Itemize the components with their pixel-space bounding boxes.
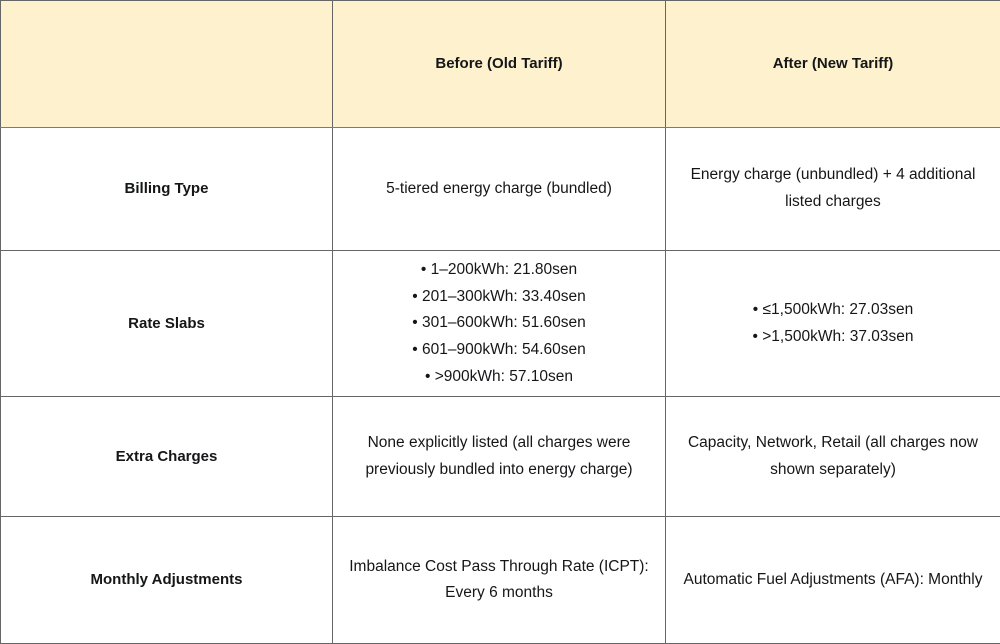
row-label-billing-type: Billing Type bbox=[1, 128, 333, 251]
header-cell-before: Before (Old Tariff) bbox=[333, 1, 666, 128]
row-label-extra-charges: Extra Charges bbox=[1, 397, 333, 517]
monthly-adjustments-after-cell: Automatic Fuel Adjustments (AFA): Monthl… bbox=[666, 517, 1000, 644]
table-row-billing-type: Billing Type 5-tiered energy charge (bun… bbox=[1, 128, 1000, 251]
header-cell-blank bbox=[1, 1, 333, 128]
rate-slabs-after-cell: • ≤1,500kWh: 27.03sen • >1,500kWh: 37.03… bbox=[666, 251, 1000, 397]
rate-slabs-after-list: • ≤1,500kWh: 27.03sen • >1,500kWh: 37.03… bbox=[680, 297, 986, 350]
extra-charges-after-cell: Capacity, Network, Retail (all charges n… bbox=[666, 397, 1000, 517]
monthly-adjustments-before-cell: Imbalance Cost Pass Through Rate (ICPT):… bbox=[333, 517, 666, 644]
list-item: • 1–200kWh: 21.80sen bbox=[347, 257, 651, 284]
billing-type-before-cell: 5-tiered energy charge (bundled) bbox=[333, 128, 666, 251]
header-row: Before (Old Tariff) After (New Tariff) bbox=[1, 1, 1000, 128]
list-item: • ≤1,500kWh: 27.03sen bbox=[680, 297, 986, 324]
rate-slabs-before-list: • 1–200kWh: 21.80sen • 201–300kWh: 33.40… bbox=[347, 257, 651, 390]
row-label-monthly-adjustments: Monthly Adjustments bbox=[1, 517, 333, 644]
list-item: • 301–600kWh: 51.60sen bbox=[347, 310, 651, 337]
list-item: • 601–900kWh: 54.60sen bbox=[347, 337, 651, 364]
rate-slabs-before-cell: • 1–200kWh: 21.80sen • 201–300kWh: 33.40… bbox=[333, 251, 666, 397]
list-item: • >1,500kWh: 37.03sen bbox=[680, 324, 986, 351]
table-row-extra-charges: Extra Charges None explicitly listed (al… bbox=[1, 397, 1000, 517]
header-cell-after: After (New Tariff) bbox=[666, 1, 1000, 128]
row-label-rate-slabs: Rate Slabs bbox=[1, 251, 333, 397]
list-item: • >900kWh: 57.10sen bbox=[347, 364, 651, 391]
billing-type-after-cell: Energy charge (unbundled) + 4 additional… bbox=[666, 128, 1000, 251]
table-row-monthly-adjustments: Monthly Adjustments Imbalance Cost Pass … bbox=[1, 517, 1000, 644]
extra-charges-before-cell: None explicitly listed (all charges were… bbox=[333, 397, 666, 517]
table-row-rate-slabs: Rate Slabs • 1–200kWh: 21.80sen • 201–30… bbox=[1, 251, 1000, 397]
list-item: • 201–300kWh: 33.40sen bbox=[347, 284, 651, 311]
